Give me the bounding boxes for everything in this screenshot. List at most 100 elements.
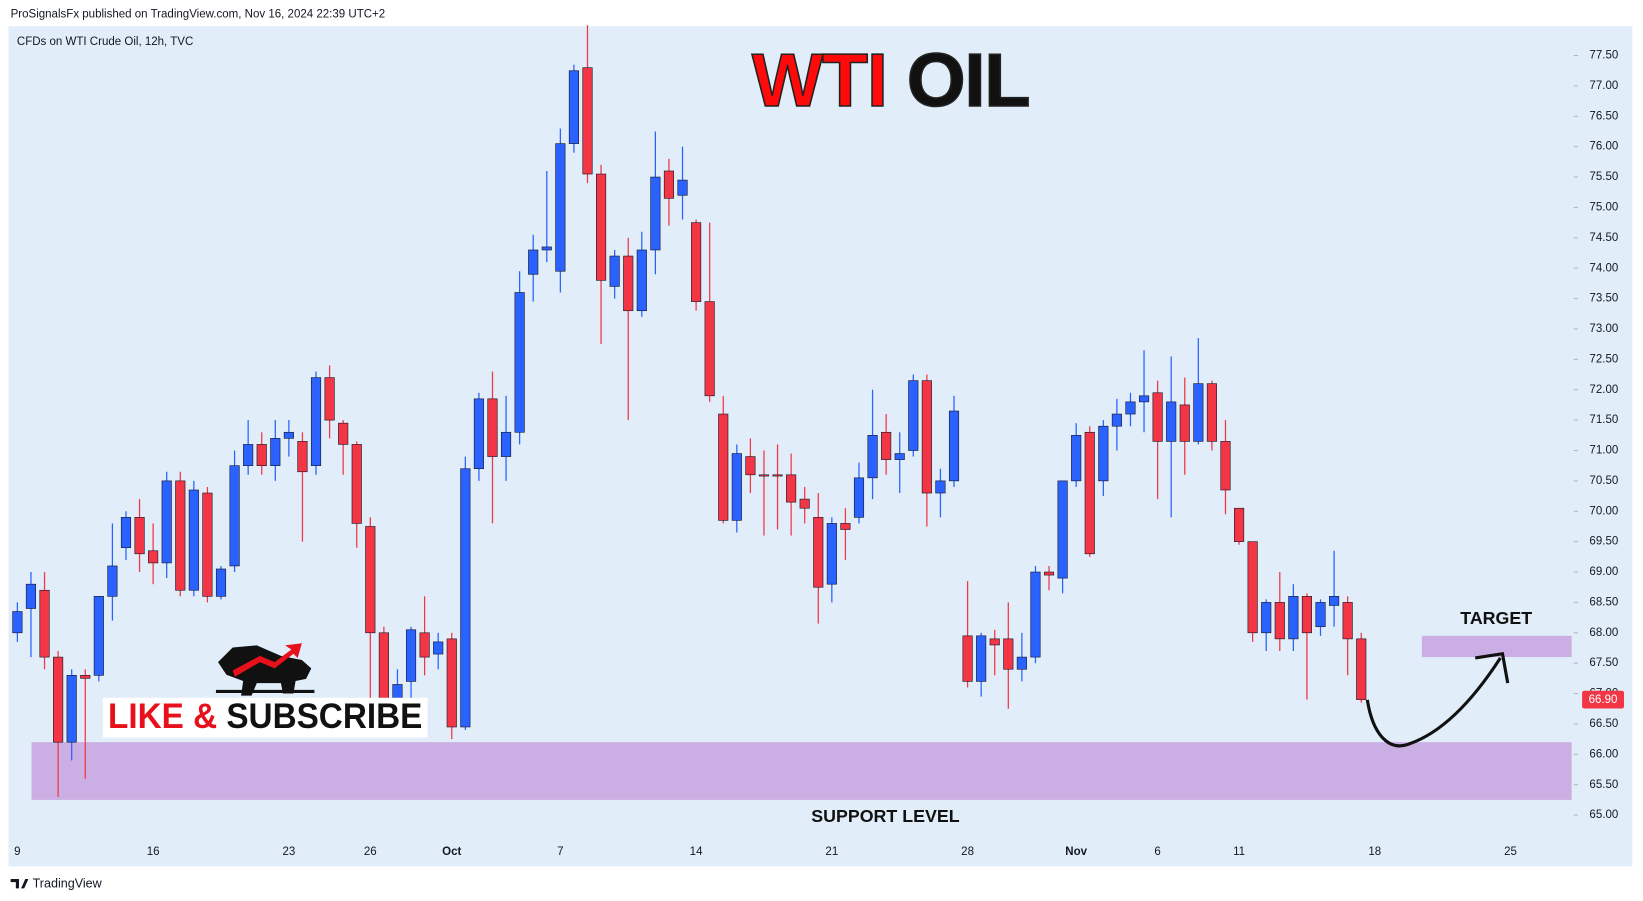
candle-body: [1234, 507, 1245, 542]
candle-body: [568, 70, 579, 144]
x-tick-label: 18: [1368, 846, 1381, 858]
candle-body: [894, 453, 905, 460]
candle-body: [1016, 656, 1027, 670]
y-tick-label: 68.00: [1589, 627, 1618, 639]
y-tick-label: 71.50: [1589, 414, 1618, 426]
candle-body: [1193, 383, 1204, 442]
candle-body: [25, 583, 37, 609]
candle-body: [419, 632, 430, 658]
candle-body: [1301, 596, 1313, 634]
candle-body: [867, 434, 878, 479]
x-tick-label: Nov: [1065, 846, 1087, 858]
candle-body: [1288, 596, 1299, 640]
y-tick-label: 75.00: [1589, 201, 1618, 213]
candle-body: [948, 410, 960, 482]
candle-body: [107, 565, 118, 597]
x-tick-label: 26: [364, 846, 377, 858]
candle-body: [80, 675, 91, 679]
candle-body: [663, 170, 675, 199]
candle-body: [541, 246, 552, 251]
candle-body: [596, 173, 607, 281]
candle-body: [365, 526, 376, 634]
candle-body: [460, 468, 471, 728]
candle-body: [1030, 571, 1041, 658]
candle-body: [175, 480, 186, 591]
candle-body: [1342, 602, 1353, 640]
candle-body: [1098, 425, 1109, 482]
candle-body: [609, 255, 620, 287]
candle-body: [745, 456, 756, 476]
candle-body: [528, 249, 539, 275]
candle-body: [1166, 401, 1177, 442]
zone: [31, 742, 1572, 800]
y-tick-label: 65.50: [1589, 779, 1618, 791]
candle-body: [134, 517, 145, 555]
candle-body: [555, 143, 566, 272]
last-price-marker: [1582, 690, 1625, 709]
candle-body: [283, 431, 294, 439]
y-tick-label: 73.50: [1589, 293, 1618, 305]
subtitle: CFDs on WTI Crude Oil, 12h, TVC: [17, 36, 193, 48]
candle-body: [243, 444, 254, 467]
candle-body: [1356, 638, 1367, 700]
y-tick-label: 76.00: [1589, 141, 1618, 153]
footer: TradingView: [10, 877, 103, 891]
candle-body: [12, 611, 23, 634]
candle-body: [826, 523, 837, 585]
y-tick-label: 77.50: [1589, 50, 1618, 62]
y-tick-label: 76.50: [1589, 110, 1618, 122]
x-tick-label: Oct: [442, 846, 461, 858]
candle-body: [813, 517, 824, 588]
zones: [31, 635, 1572, 800]
x-tick-label: 7: [557, 846, 563, 858]
candle-body: [1111, 413, 1122, 427]
candle-body: [1315, 602, 1326, 628]
forecast-arrow: [1365, 651, 1510, 748]
header: ProSignalsFx published on TradingView.co…: [11, 9, 386, 21]
y-tick-label: 68.50: [1589, 596, 1618, 608]
candle-body: [989, 638, 1000, 646]
candle-body: [351, 444, 362, 524]
footer-text: TradingView: [33, 877, 103, 891]
candle-body: [704, 301, 715, 397]
badge: LIKE & SUBSCRIBE: [108, 696, 422, 736]
candle-body: [229, 465, 240, 567]
candle-body: [378, 632, 389, 707]
candle-body: [487, 398, 498, 457]
candle-body: [1206, 383, 1217, 442]
candle-body: [473, 398, 484, 470]
candle-body: [1138, 395, 1150, 403]
axes: 65.0065.5066.0066.5067.0067.5068.0068.50…: [14, 50, 1618, 858]
y-tick-label: 69.00: [1589, 566, 1618, 578]
candle-body: [188, 489, 199, 591]
candle-body: [1003, 638, 1014, 670]
y-tick-label: 67.50: [1589, 657, 1618, 669]
candles: [12, 25, 1367, 797]
candle-body: [1179, 404, 1190, 442]
zone-label: TARGET: [1460, 608, 1532, 628]
candle-body: [297, 441, 308, 473]
candle-body: [1057, 480, 1068, 579]
candle-body: [1329, 596, 1340, 606]
zone-label: SUPPORT LEVEL: [811, 806, 959, 826]
candle-body: [935, 480, 946, 494]
candle-body: [840, 523, 851, 530]
candle-body: [786, 474, 797, 503]
candle-body: [921, 380, 932, 494]
y-tick-label: 70.50: [1589, 475, 1618, 487]
x-tick-label: 11: [1233, 846, 1245, 858]
y-tick-label: 70.00: [1589, 505, 1618, 517]
candle-body: [1247, 541, 1258, 634]
candle-body: [582, 67, 593, 175]
candle-body: [202, 492, 213, 597]
candle-body: [120, 517, 132, 549]
y-tick-label: 66.50: [1589, 718, 1618, 730]
candle-body: [405, 629, 417, 682]
x-tick-label: 28: [961, 846, 974, 858]
candle-body: [1084, 431, 1095, 555]
candle-body: [1261, 602, 1272, 634]
y-tick-label: 65.00: [1589, 809, 1618, 821]
candle-body: [310, 377, 322, 467]
candle-body: [1274, 602, 1285, 640]
